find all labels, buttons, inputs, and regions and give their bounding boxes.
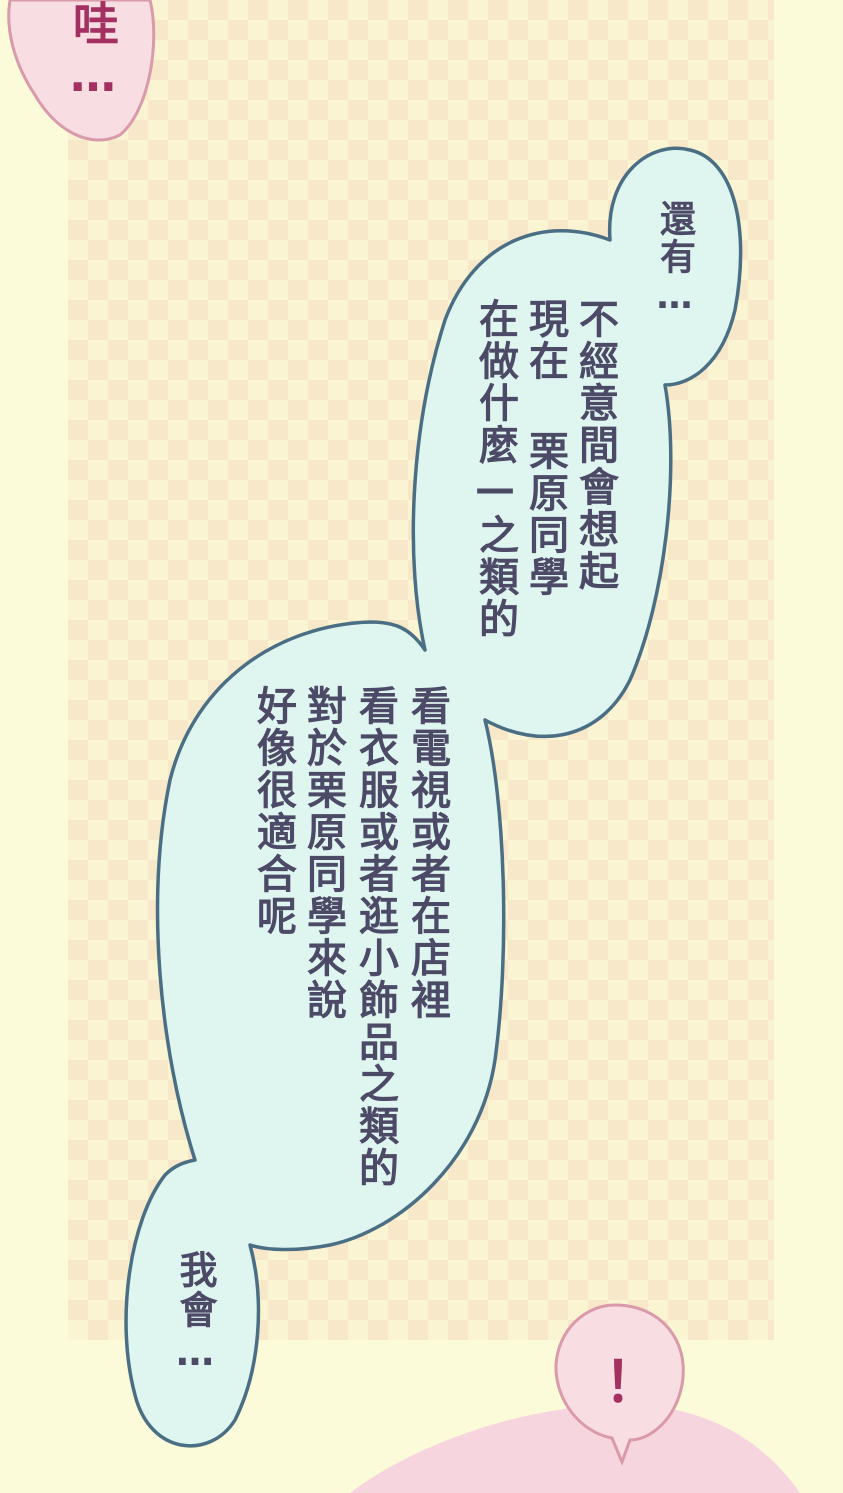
pink-exclaim-bubble: [554, 1303, 685, 1467]
dialogue-line: 看電視或者在店裡: [404, 685, 450, 1021]
wohui-text: 我會…: [173, 1250, 217, 1376]
dialogue-line: 對於栗原同學來說: [300, 685, 346, 1021]
haiyou-text: 還有…: [654, 200, 695, 319]
blue-speech-bubble: [124, 146, 743, 1448]
pink-speech-bubble-top: [7, 0, 156, 142]
dialogue-line: 在做什麼—之類的: [472, 298, 518, 640]
dialogue-line: 好像很適合呢: [250, 685, 296, 937]
exclamation-mark: ！: [604, 1351, 660, 1416]
wa-text: 哇…: [66, 0, 120, 104]
pink-dome-bottom: [350, 1404, 800, 1493]
dialogue-line: 看衣服或者逛小飾品之類的: [352, 685, 398, 1189]
dialogue-line: 現在 栗原同學: [522, 298, 568, 598]
dialogue-line: 不經意間會想起: [572, 298, 618, 592]
